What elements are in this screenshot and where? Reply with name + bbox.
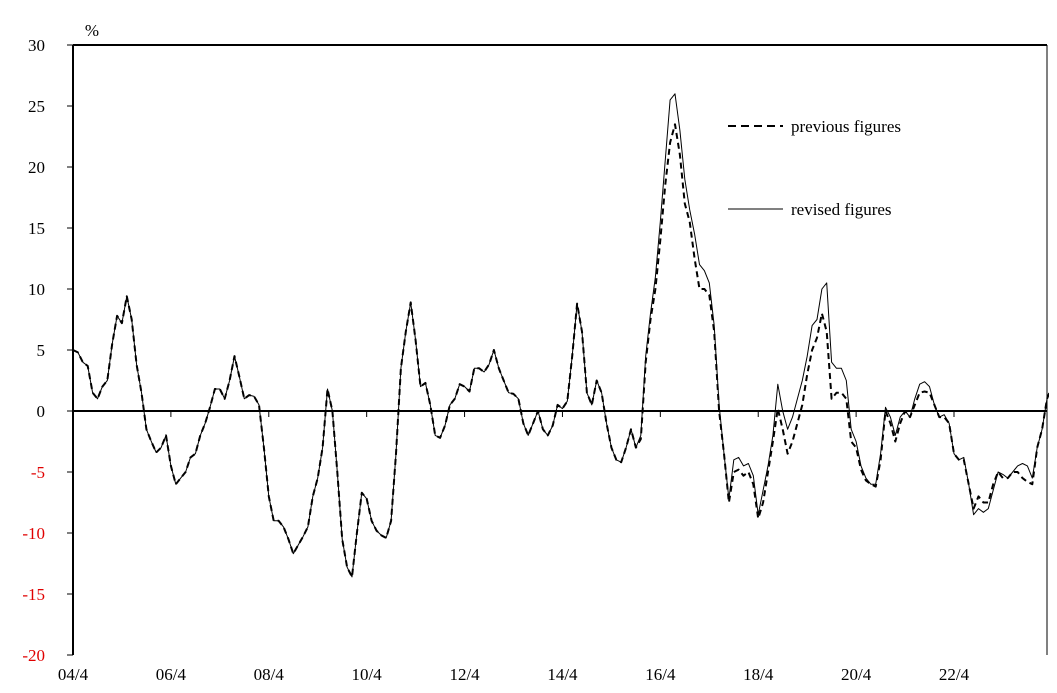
legend-label: previous figures xyxy=(791,117,901,136)
x-tick-label: 18/4 xyxy=(743,665,774,684)
y-tick-label: 15 xyxy=(28,219,45,238)
y-tick-label: -15 xyxy=(22,585,45,604)
legend-label: revised figures xyxy=(791,200,892,219)
x-tick-label: 22/4 xyxy=(939,665,970,684)
y-tick-label: 30 xyxy=(28,36,45,55)
x-tick-label: 08/4 xyxy=(254,665,285,684)
series-line-previous xyxy=(73,123,1049,578)
legend: previous figures revised figures xyxy=(728,117,901,219)
x-tick-label: 12/4 xyxy=(449,665,480,684)
series-line-revised xyxy=(73,93,1049,578)
plot-frame xyxy=(72,44,1048,655)
x-axis: 04/4 06/4 08/4 10/4 12/4 14/4 16/4 18/4 20/4 22/4 xyxy=(58,411,970,684)
y-axis-unit-label: % xyxy=(85,21,99,40)
y-tick-label: 10 xyxy=(28,280,45,299)
x-tick-label: 10/4 xyxy=(352,665,383,684)
y-axis: 30 25 20 15 10 5 0 -5 -10 -15 -20 xyxy=(22,36,73,665)
y-tick-label: 25 xyxy=(28,97,45,116)
series-layer xyxy=(73,93,1049,578)
y-tick-label: -5 xyxy=(31,463,45,482)
y-tick-label: -10 xyxy=(22,524,45,543)
y-tick-label: 0 xyxy=(37,402,46,421)
x-tick-label: 20/4 xyxy=(841,665,872,684)
y-tick-label: -20 xyxy=(22,646,45,665)
x-tick-label: 06/4 xyxy=(156,665,187,684)
y-tick-label: 20 xyxy=(28,158,45,177)
x-tick-label: 16/4 xyxy=(645,665,676,684)
x-tick-label: 14/4 xyxy=(547,665,578,684)
y-tick-label: 5 xyxy=(37,341,46,360)
x-tick-label: 04/4 xyxy=(58,665,89,684)
